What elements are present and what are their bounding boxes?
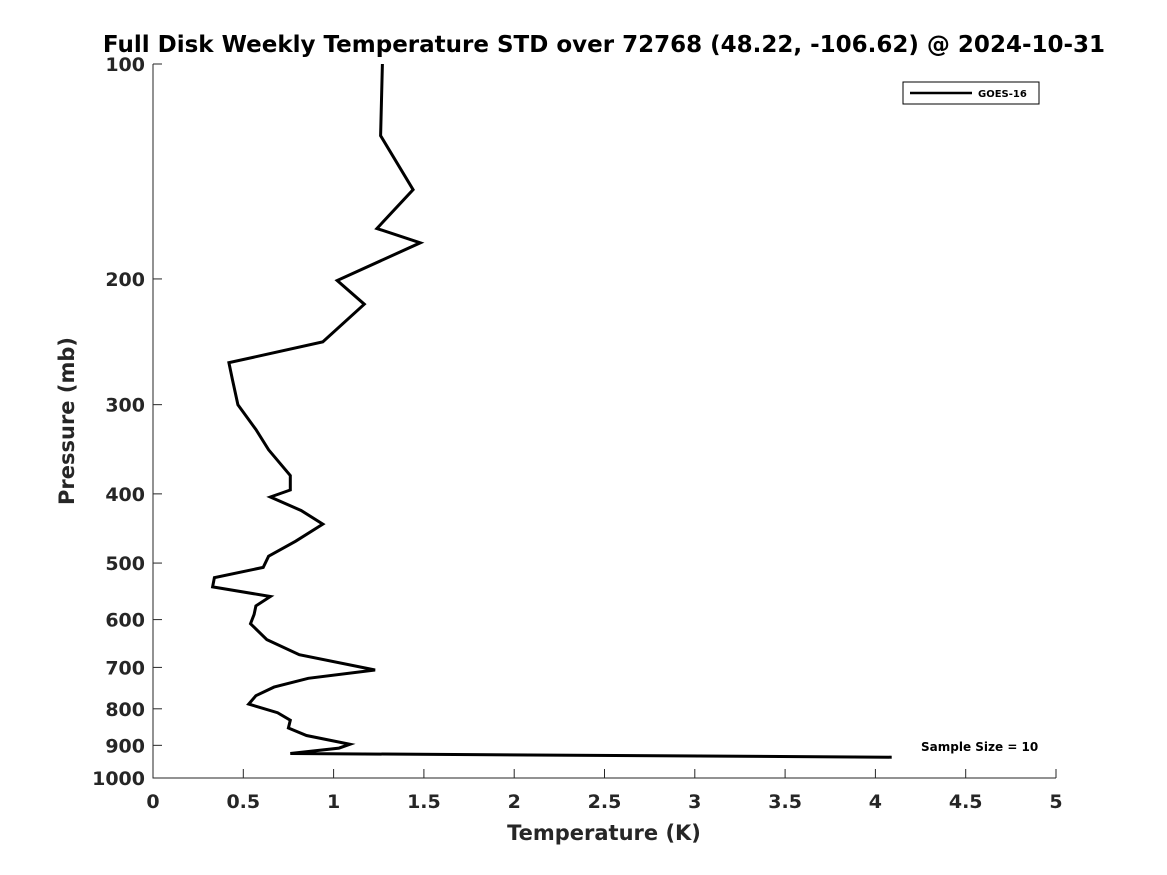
y-tick-label: 400 (105, 484, 145, 506)
y-tick-label: 700 (105, 657, 145, 679)
legend-label-goes-16: GOES-16 (978, 89, 1027, 100)
x-tick-label: 4.5 (949, 791, 983, 813)
x-tick-label: 1.5 (407, 791, 441, 813)
series-layer (210, 63, 892, 759)
x-tick-label: 2 (508, 791, 521, 813)
x-tick-label: 3.5 (768, 791, 802, 813)
y-tick-label: 600 (105, 610, 145, 632)
x-tick-label: 0.5 (226, 791, 260, 813)
x-tick-label: 2.5 (588, 791, 622, 813)
sample-size-annotation: Sample Size = 10 (921, 740, 1038, 754)
x-axis-label: Temperature (K) (507, 821, 701, 845)
chart-title: Full Disk Weekly Temperature STD over 72… (103, 32, 1105, 58)
y-tick-label: 300 (105, 395, 145, 417)
y-tick-label: 100 (105, 54, 145, 76)
x-tick-label: 4 (869, 791, 882, 813)
y-tick-label: 200 (105, 269, 145, 291)
x-tick-label: 1 (327, 791, 340, 813)
x-tick-label: 0 (146, 791, 159, 813)
plot-axes (152, 64, 1056, 779)
legend: GOES-16 (902, 81, 1040, 105)
y-axis-ticks: 100 200 300 400 500 600 700 800 900 1000 (92, 54, 162, 790)
y-tick-label: 500 (105, 553, 145, 575)
series-line-goes-16 (210, 63, 892, 759)
y-tick-label: 900 (105, 735, 145, 757)
x-axis-ticks: 0 0.5 1 1.5 2 2.5 3 3.5 4 4.5 5 (146, 769, 1063, 813)
y-tick-label: 1000 (92, 768, 145, 790)
y-tick-label: 800 (105, 699, 145, 721)
x-tick-label: 3 (688, 791, 701, 813)
y-axis-label: Pressure (mb) (55, 337, 79, 505)
x-tick-label: 5 (1049, 791, 1062, 813)
